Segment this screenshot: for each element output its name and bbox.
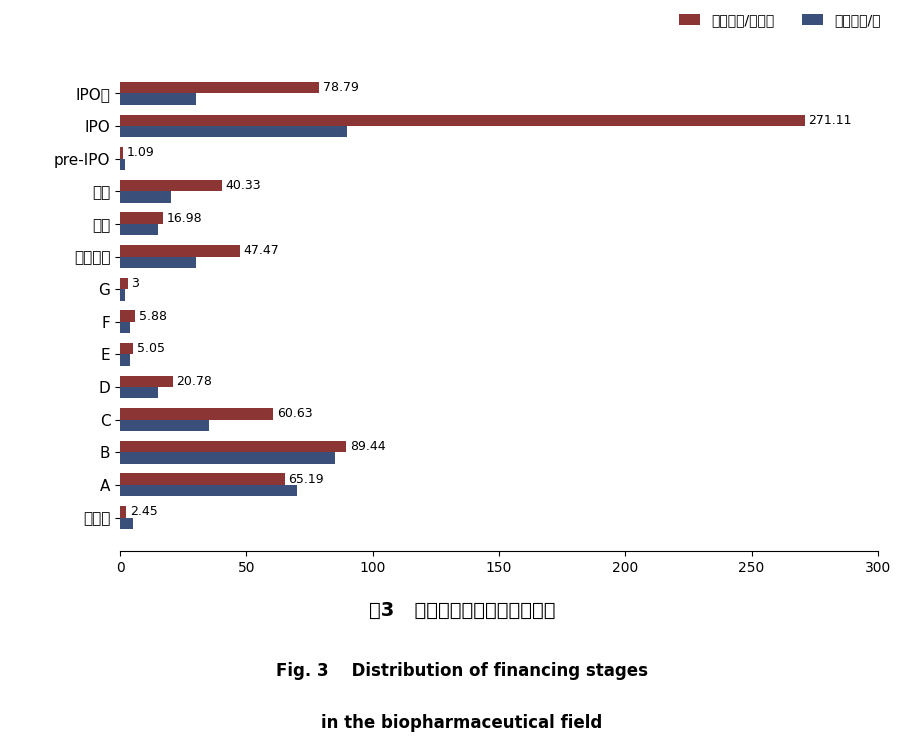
Bar — [120, 224, 158, 235]
Bar — [120, 387, 158, 399]
Bar — [120, 212, 163, 224]
Text: 20.78: 20.78 — [176, 375, 213, 388]
Bar — [120, 245, 240, 256]
Bar — [120, 419, 209, 431]
Bar — [120, 126, 347, 137]
Text: 2.45: 2.45 — [130, 505, 158, 519]
Bar — [120, 506, 127, 518]
Text: 47.47: 47.47 — [244, 244, 280, 257]
Bar — [120, 408, 274, 419]
Text: 5.05: 5.05 — [137, 342, 164, 355]
Bar — [120, 180, 222, 191]
Bar — [120, 148, 123, 159]
Bar — [120, 441, 346, 452]
Bar — [120, 159, 125, 170]
Bar — [120, 311, 135, 322]
Text: 1.09: 1.09 — [127, 147, 154, 159]
Text: 5.88: 5.88 — [139, 310, 166, 323]
Bar — [120, 452, 334, 463]
Bar — [120, 322, 130, 333]
Text: 40.33: 40.33 — [225, 179, 261, 192]
Text: 3: 3 — [131, 277, 140, 290]
Bar — [120, 474, 285, 485]
Text: 图3   生物制药领域融资阶段分布: 图3 生物制药领域融资阶段分布 — [369, 601, 555, 621]
Bar — [120, 93, 196, 105]
Text: 271.11: 271.11 — [808, 114, 852, 127]
Bar — [120, 115, 805, 126]
Bar — [120, 82, 319, 93]
Bar — [120, 485, 297, 496]
Bar — [120, 355, 130, 366]
Bar — [120, 256, 196, 268]
Text: 89.44: 89.44 — [350, 440, 385, 453]
Text: 65.19: 65.19 — [288, 472, 324, 486]
Text: in the biopharmaceutical field: in the biopharmaceutical field — [322, 714, 602, 732]
Bar — [120, 278, 128, 289]
Bar — [120, 289, 125, 300]
Text: Fig. 3    Distribution of financing stages: Fig. 3 Distribution of financing stages — [276, 662, 648, 679]
Bar — [120, 191, 171, 203]
Bar — [120, 343, 133, 355]
Text: 78.79: 78.79 — [322, 81, 359, 94]
Bar — [120, 375, 173, 387]
Legend: 融资金额/亿美元, 融次事件/次: 融资金额/亿美元, 融次事件/次 — [674, 7, 886, 33]
Bar — [120, 518, 133, 529]
Text: 60.63: 60.63 — [277, 408, 312, 420]
Text: 16.98: 16.98 — [167, 212, 202, 225]
